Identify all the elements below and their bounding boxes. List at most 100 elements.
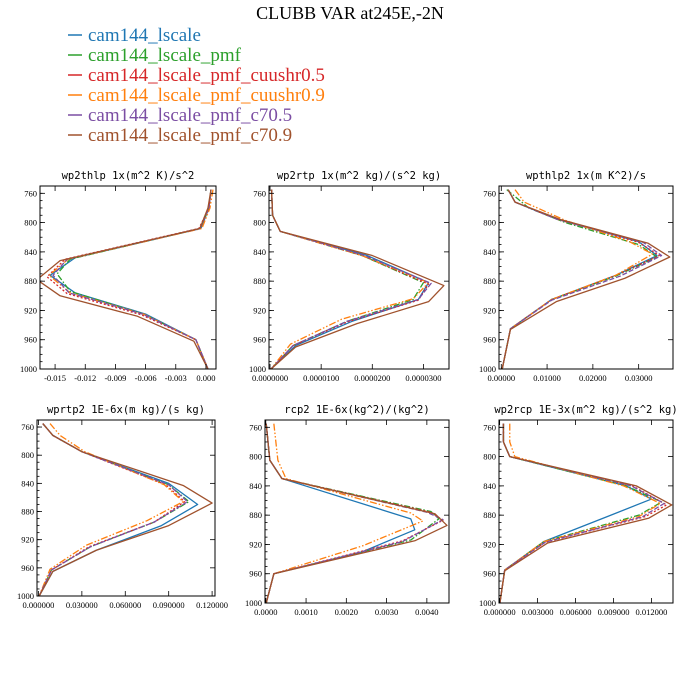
- series-line-3: [38, 423, 186, 596]
- panel-title: wp2rcp 1E-3x(m^2 kg)/(s^2 kg): [494, 404, 677, 416]
- y-tick-label: 800: [249, 452, 262, 462]
- series-group: [265, 423, 448, 603]
- y-tick-label: 920: [249, 539, 262, 549]
- y-tick-label: 960: [24, 335, 37, 345]
- series-line-1: [265, 423, 416, 603]
- y-tick-label: 800: [253, 218, 266, 228]
- x-tick-label: 0.0000200: [354, 373, 390, 383]
- x-tick-label: 0.0040: [415, 607, 438, 617]
- plot-frame: [268, 185, 450, 370]
- series-line-6: [501, 189, 671, 369]
- series-group: [501, 189, 671, 369]
- y-tick-label: 840: [249, 481, 262, 491]
- y-tick-label: 960: [249, 569, 262, 579]
- series-line-6: [40, 189, 212, 369]
- x-tick-label: 0.03000: [625, 373, 653, 383]
- y-tick-label: 880: [483, 510, 496, 520]
- legend-entry-6: cam144_lscale_pmf_c70.9: [88, 125, 292, 146]
- panel-4: wprtp2 1E-6x(m kg)/(s kg) 760 800 840 880 920…: [17, 404, 228, 610]
- x-tick-label: -0.009: [104, 373, 126, 383]
- x-tick-label: -0.012: [74, 373, 96, 383]
- x-tick-label: 0.0000: [254, 607, 277, 617]
- y-tick-label: 960: [253, 335, 266, 345]
- x-tick-label: 0.006000: [560, 607, 592, 617]
- y-tick-label: 1000: [479, 364, 496, 374]
- x-tick-label: -0.015: [44, 373, 66, 383]
- y-tick-label: 960: [483, 335, 496, 345]
- series-group: [270, 189, 445, 369]
- y-tick-label: 760: [483, 422, 496, 432]
- series-line-4: [501, 189, 654, 369]
- plot-frame: [498, 185, 674, 370]
- x-tick-label: 0.00000: [487, 373, 515, 383]
- series-line-2: [265, 423, 440, 603]
- x-tick-label: 0.0020: [335, 607, 358, 617]
- y-tick-label: 800: [21, 450, 34, 460]
- y-tick-label: 1000: [479, 598, 496, 608]
- y-tick-label: 840: [483, 247, 496, 257]
- series-line-6: [499, 423, 673, 603]
- series-group: [40, 189, 214, 369]
- legend-entry-4: cam144_lscale_pmf_cuushr0.9: [88, 85, 325, 106]
- y-tick-label: 880: [24, 276, 37, 286]
- y-tick-label: 800: [24, 218, 37, 228]
- x-tick-label: 0.060000: [109, 600, 141, 610]
- y-tick-label: 840: [24, 247, 37, 257]
- panel-2: wp2rtp 1x(m^2 kg)/(s^2 kg) 760 800 840 880 92…: [249, 170, 450, 383]
- series-line-5: [265, 423, 444, 603]
- panel-6: wp2rcp 1E-3x(m^2 kg)/(s^2 kg) 760 800 840 88…: [479, 404, 678, 617]
- y-tick-label: 760: [24, 188, 37, 198]
- y-tick-label: 880: [21, 507, 34, 517]
- x-tick-label: 0.120000: [196, 600, 228, 610]
- series-line-4: [270, 189, 430, 369]
- panels: wp2thlp 1x(m^2 K)/s^2 760 800 840 880 920 960 1…: [17, 170, 678, 617]
- x-tick-label: -0.003: [165, 373, 187, 383]
- x-tick-label: 0.012000: [636, 607, 668, 617]
- x-tick-label: 0.030000: [66, 600, 98, 610]
- series-line-5: [501, 189, 663, 369]
- series-line-6: [38, 423, 213, 596]
- y-tick-label: 880: [253, 276, 266, 286]
- y-tick-label: 880: [249, 510, 262, 520]
- y-tick-label: 760: [21, 422, 34, 432]
- x-tick-label: 0.000000: [484, 607, 516, 617]
- y-tick-label: 920: [483, 539, 496, 549]
- series-line-4: [499, 423, 661, 603]
- legend-entry-5: cam144_lscale_pmf_c70.5: [88, 105, 292, 126]
- plot-frame: [498, 419, 674, 604]
- y-tick-label: 1000: [17, 591, 34, 601]
- x-tick-label: 0.090000: [153, 600, 185, 610]
- series-line-5: [499, 423, 665, 603]
- series-line-2: [56, 189, 212, 369]
- series-line-2: [501, 189, 658, 369]
- series-line-5: [38, 423, 189, 596]
- panel-5: rcp2 1E-6x(kg^2)/(kg^2) 760 800 840 880 920 96…: [245, 404, 450, 617]
- legend-entry-1: cam144_lscale: [88, 25, 201, 46]
- y-tick-label: 840: [21, 478, 34, 488]
- x-tick-label: 0.02000: [579, 373, 607, 383]
- panel-1: wp2thlp 1x(m^2 K)/s^2 760 800 840 880 920 960 1…: [20, 170, 217, 383]
- series-line-1: [49, 189, 212, 369]
- plot-frame: [39, 185, 217, 370]
- series-line-3: [501, 189, 660, 369]
- y-tick-label: 920: [21, 535, 34, 545]
- y-tick-label: 1000: [20, 364, 37, 374]
- y-tick-label: 1000: [249, 364, 266, 374]
- panel-title: rcp2 1E-6x(kg^2)/(kg^2): [284, 404, 429, 416]
- y-tick-label: 1000: [245, 598, 262, 608]
- panel-title: wp2thlp 1x(m^2 K)/s^2: [62, 170, 195, 182]
- series-line-3: [265, 423, 444, 603]
- x-tick-label: 0.000: [196, 373, 215, 383]
- y-tick-label: 760: [253, 188, 266, 198]
- y-tick-label: 960: [21, 563, 34, 573]
- x-tick-label: -0.006: [135, 373, 157, 383]
- x-tick-label: 0.01000: [533, 373, 561, 383]
- series-line-3: [46, 189, 212, 369]
- plot-frame: [36, 419, 216, 597]
- y-tick-label: 920: [483, 305, 496, 315]
- series-line-5: [52, 189, 212, 369]
- series-line-4: [265, 423, 424, 603]
- y-tick-label: 800: [483, 218, 496, 228]
- y-tick-label: 760: [249, 422, 262, 432]
